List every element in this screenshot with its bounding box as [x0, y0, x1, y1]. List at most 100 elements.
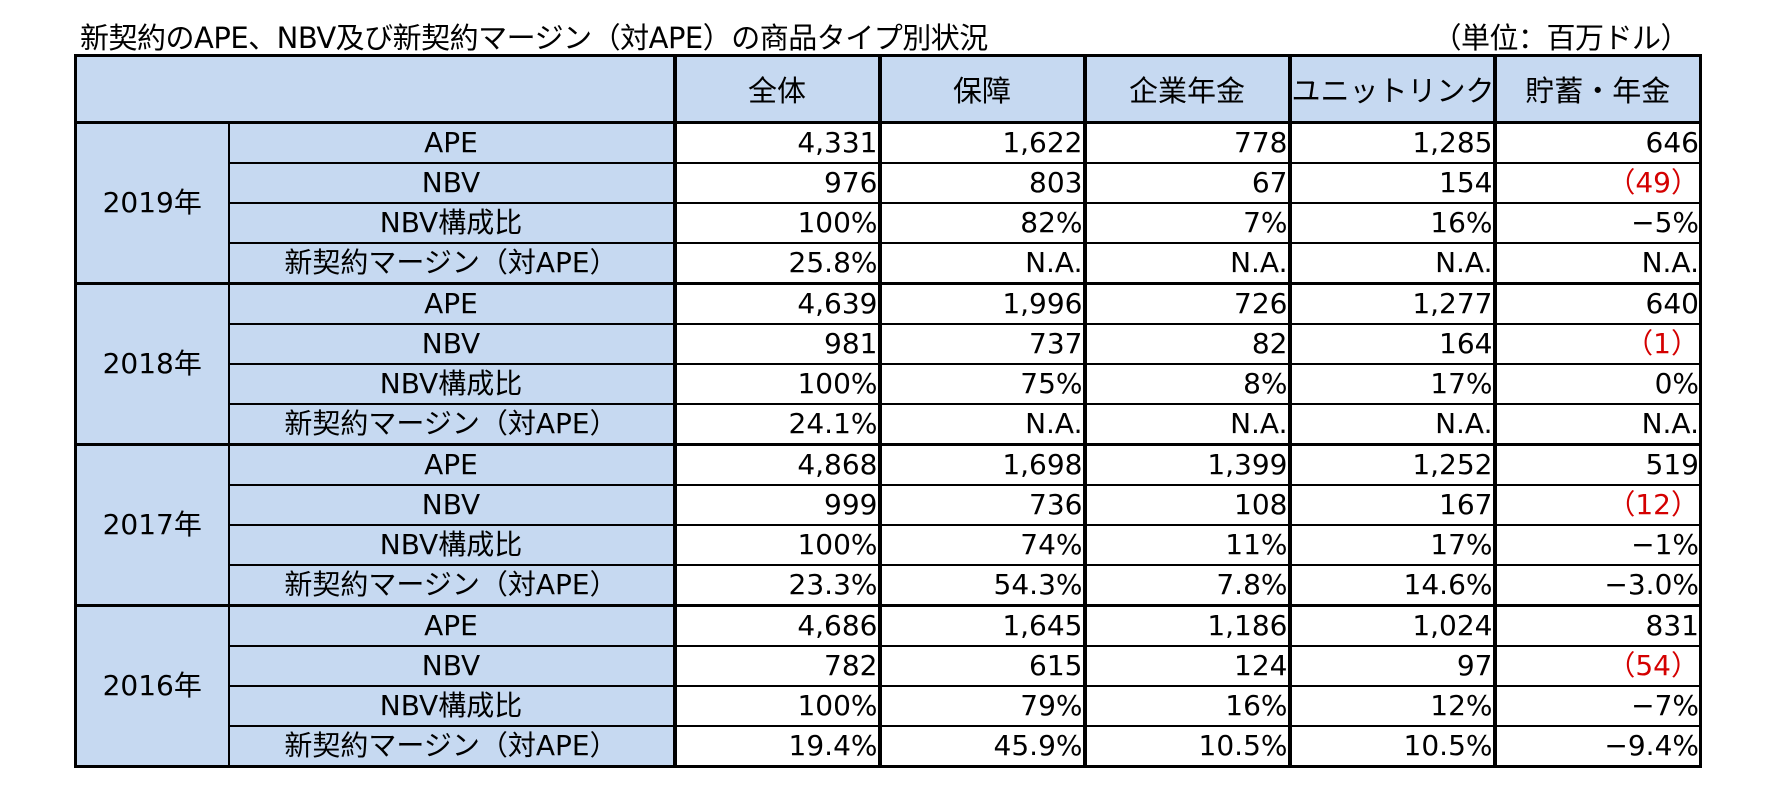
metric-label-new-business-margin: 新契約マージン（対APE）	[227, 403, 676, 446]
table-row: 新契約マージン（対APE） 25.8% N.A. N.A. N.A. N.A.	[76, 242, 1702, 285]
value-cell: 10.5%	[1082, 725, 1291, 768]
table-row: NBV 976 803 67 154 （49）	[76, 162, 1702, 204]
value-cell: 1,277	[1287, 282, 1496, 325]
value-cell: −1%	[1492, 524, 1702, 566]
value-cell: 45.9%	[877, 725, 1086, 768]
table-row: NBV 981 737 82 164 （1）	[76, 323, 1702, 365]
value-cell: 154	[1287, 162, 1496, 204]
value-cell: N.A.	[1492, 242, 1702, 285]
value-cell: 16%	[1287, 202, 1496, 244]
table-row: NBV構成比 100% 79% 16% 12% −7%	[76, 685, 1702, 727]
metric-label-nbv: NBV	[227, 162, 676, 204]
table-row: 2016年 APE 4,686 1,645 1,186 1,024 831	[74, 604, 1702, 768]
value-cell: −5%	[1492, 202, 1702, 244]
value-cell: 615	[877, 645, 1086, 687]
value-cell: （12）	[1492, 484, 1702, 526]
value-cell: 976	[672, 162, 881, 204]
metric-label-ape: APE	[227, 282, 676, 325]
value-cell: 726	[1082, 282, 1291, 325]
value-cell: 831	[1492, 604, 1702, 647]
value-cell: N.A.	[877, 403, 1086, 446]
value-cell: 1,622	[877, 121, 1086, 164]
value-cell: 4,686	[672, 604, 881, 647]
value-cell: 1,399	[1082, 443, 1291, 486]
value-cell: 4,868	[672, 443, 881, 486]
value-cell: （49）	[1492, 162, 1702, 204]
value-cell: 79%	[877, 685, 1086, 727]
value-cell: −7%	[1492, 685, 1702, 727]
value-cell: N.A.	[1082, 242, 1291, 285]
value-cell: （54）	[1492, 645, 1702, 687]
value-cell: 23.3%	[672, 564, 881, 607]
column-header-savings-annuity: 貯蓄・年金	[1492, 54, 1702, 124]
metric-label-ape: APE	[227, 604, 676, 647]
value-cell: 67	[1082, 162, 1291, 204]
metric-label-new-business-margin: 新契約マージン（対APE）	[227, 242, 676, 285]
value-cell: 646	[1492, 121, 1702, 164]
metric-label-ape: APE	[227, 443, 676, 486]
value-cell: 1,285	[1287, 121, 1496, 164]
value-cell: 82	[1082, 323, 1291, 365]
unit-note: （単位：百万ドル）	[1432, 21, 1689, 55]
value-cell: 737	[877, 323, 1086, 365]
table-row: 新契約マージン（対APE） 24.1% N.A. N.A. N.A. N.A.	[76, 403, 1702, 446]
table-row: NBV 782 615 124 97 （54）	[76, 645, 1702, 687]
value-cell: 1,186	[1082, 604, 1291, 647]
value-cell: 640	[1492, 282, 1702, 325]
value-cell: 82%	[877, 202, 1086, 244]
table-row: 2019年 APE 4,331 1,622 778 1,285 646	[74, 121, 1702, 285]
value-cell: 11%	[1082, 524, 1291, 566]
page-title: 新契約のAPE、NBV及び新契約マージン（対APE）の商品タイプ別状況	[80, 21, 988, 55]
value-cell: 981	[672, 323, 881, 365]
metric-label-nbv-ratio: NBV構成比	[227, 363, 676, 405]
table-row: 新契約マージン（対APE） 23.3% 54.3% 7.8% 14.6% −3.0%	[76, 564, 1702, 607]
value-cell: 25.8%	[672, 242, 881, 285]
metric-label-new-business-margin: 新契約マージン（対APE）	[227, 564, 676, 607]
value-cell: 1,996	[877, 282, 1086, 325]
value-cell: 19.4%	[672, 725, 881, 768]
value-cell: 108	[1082, 484, 1291, 526]
table-row: NBV構成比 100% 75% 8% 17% 0%	[76, 363, 1702, 405]
value-cell: 14.6%	[1287, 564, 1496, 607]
table-header-row: 全体 保障 企業年金 ユニットリンク 貯蓄・年金	[74, 54, 1702, 124]
value-cell: 1,252	[1287, 443, 1496, 486]
value-cell: 54.3%	[877, 564, 1086, 607]
column-header-unit-linked: ユニットリンク	[1287, 54, 1496, 124]
value-cell: 803	[877, 162, 1086, 204]
value-cell: 100%	[672, 524, 881, 566]
metric-label-nbv-ratio: NBV構成比	[227, 685, 676, 727]
value-cell: 17%	[1287, 363, 1496, 405]
table-body: 2019年 APE 4,331 1,622 778 1,285 646 NBV 976 803 67…	[74, 121, 1702, 768]
value-cell: 10.5%	[1287, 725, 1496, 768]
value-cell: 8%	[1082, 363, 1291, 405]
value-cell: 100%	[672, 685, 881, 727]
table-row: 2018年 APE 4,639 1,996 726 1,277 640	[74, 282, 1702, 446]
value-cell: 1,024	[1287, 604, 1496, 647]
year-label: 2018年	[74, 282, 230, 446]
value-cell: −3.0%	[1492, 564, 1702, 607]
value-cell: 7%	[1082, 202, 1291, 244]
metric-label-nbv: NBV	[227, 484, 676, 526]
metric-label-ape: APE	[227, 121, 676, 164]
table-row: NBV 999 736 108 167 （12）	[76, 484, 1702, 526]
value-cell: 12%	[1287, 685, 1496, 727]
value-cell: N.A.	[877, 242, 1086, 285]
value-cell: 0%	[1492, 363, 1702, 405]
value-cell: 100%	[672, 202, 881, 244]
metric-label-nbv-ratio: NBV構成比	[227, 524, 676, 566]
table-row: NBV構成比 100% 82% 7% 16% −5%	[76, 202, 1702, 244]
value-cell: 97	[1287, 645, 1496, 687]
year-label: 2019年	[74, 121, 230, 285]
value-cell: N.A.	[1287, 403, 1496, 446]
metric-label-nbv: NBV	[227, 645, 676, 687]
column-header-total: 全体	[672, 54, 881, 124]
year-label: 2017年	[74, 443, 230, 607]
value-cell: 100%	[672, 363, 881, 405]
column-header-protection: 保障	[877, 54, 1086, 124]
value-cell: 4,639	[672, 282, 881, 325]
value-cell: 736	[877, 484, 1086, 526]
value-cell: 75%	[877, 363, 1086, 405]
column-header-corporate-pension: 企業年金	[1082, 54, 1291, 124]
value-cell: N.A.	[1287, 242, 1496, 285]
value-cell: 167	[1287, 484, 1496, 526]
